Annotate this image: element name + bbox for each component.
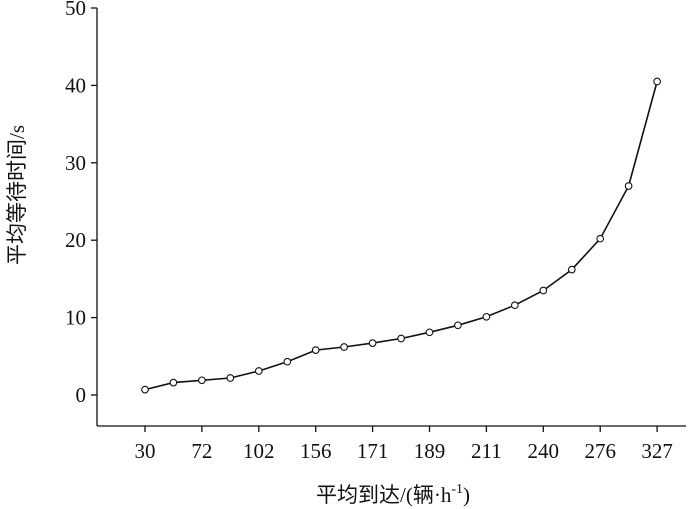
data-point bbox=[169, 378, 178, 387]
data-point bbox=[482, 312, 491, 321]
data-point bbox=[624, 182, 633, 190]
data-point bbox=[254, 367, 263, 375]
data-point bbox=[653, 77, 661, 86]
x-tick-label: 102 bbox=[243, 439, 275, 463]
data-point bbox=[539, 286, 548, 295]
y-tick-label: 20 bbox=[65, 228, 86, 252]
y-axis-title: 平均等待时间/s bbox=[5, 125, 29, 265]
data-point bbox=[454, 321, 462, 330]
x-tick-label: 211 bbox=[471, 439, 502, 463]
y-ticks: 0 10 20 30 40 50 bbox=[65, 0, 97, 407]
data-point bbox=[141, 385, 149, 394]
x-tick-label: 156 bbox=[300, 439, 332, 463]
x-tick-label: 327 bbox=[641, 439, 673, 463]
data-point bbox=[425, 328, 434, 337]
x-tick-label: 72 bbox=[191, 439, 212, 463]
series-waiting-time bbox=[141, 77, 661, 394]
data-point bbox=[397, 334, 405, 343]
data-point bbox=[368, 339, 377, 347]
y-tick-label: 0 bbox=[76, 383, 87, 407]
data-point bbox=[596, 234, 605, 243]
data-point bbox=[311, 346, 320, 354]
x-tick-label: 171 bbox=[357, 439, 389, 463]
x-tick-label: 189 bbox=[414, 439, 446, 463]
x-tick-label: 240 bbox=[528, 439, 560, 463]
data-point bbox=[510, 301, 519, 310]
y-tick-label: 50 bbox=[65, 0, 86, 20]
data-point bbox=[340, 343, 348, 351]
data-point bbox=[567, 265, 576, 274]
data-point bbox=[283, 357, 292, 366]
x-axis-title: 平均到达/(辆·h-1) bbox=[316, 482, 470, 507]
y-tick-label: 10 bbox=[65, 306, 86, 330]
data-point bbox=[226, 374, 235, 382]
series-line bbox=[144, 81, 658, 391]
data-point bbox=[198, 376, 206, 385]
x-tick-label: 276 bbox=[584, 439, 616, 463]
y-tick-label: 40 bbox=[65, 73, 86, 97]
x-ticks: 30 72 102 156 171 189 211 240 276 327 bbox=[135, 426, 673, 463]
y-tick-label: 30 bbox=[65, 151, 86, 175]
x-tick-label: 30 bbox=[135, 439, 156, 463]
